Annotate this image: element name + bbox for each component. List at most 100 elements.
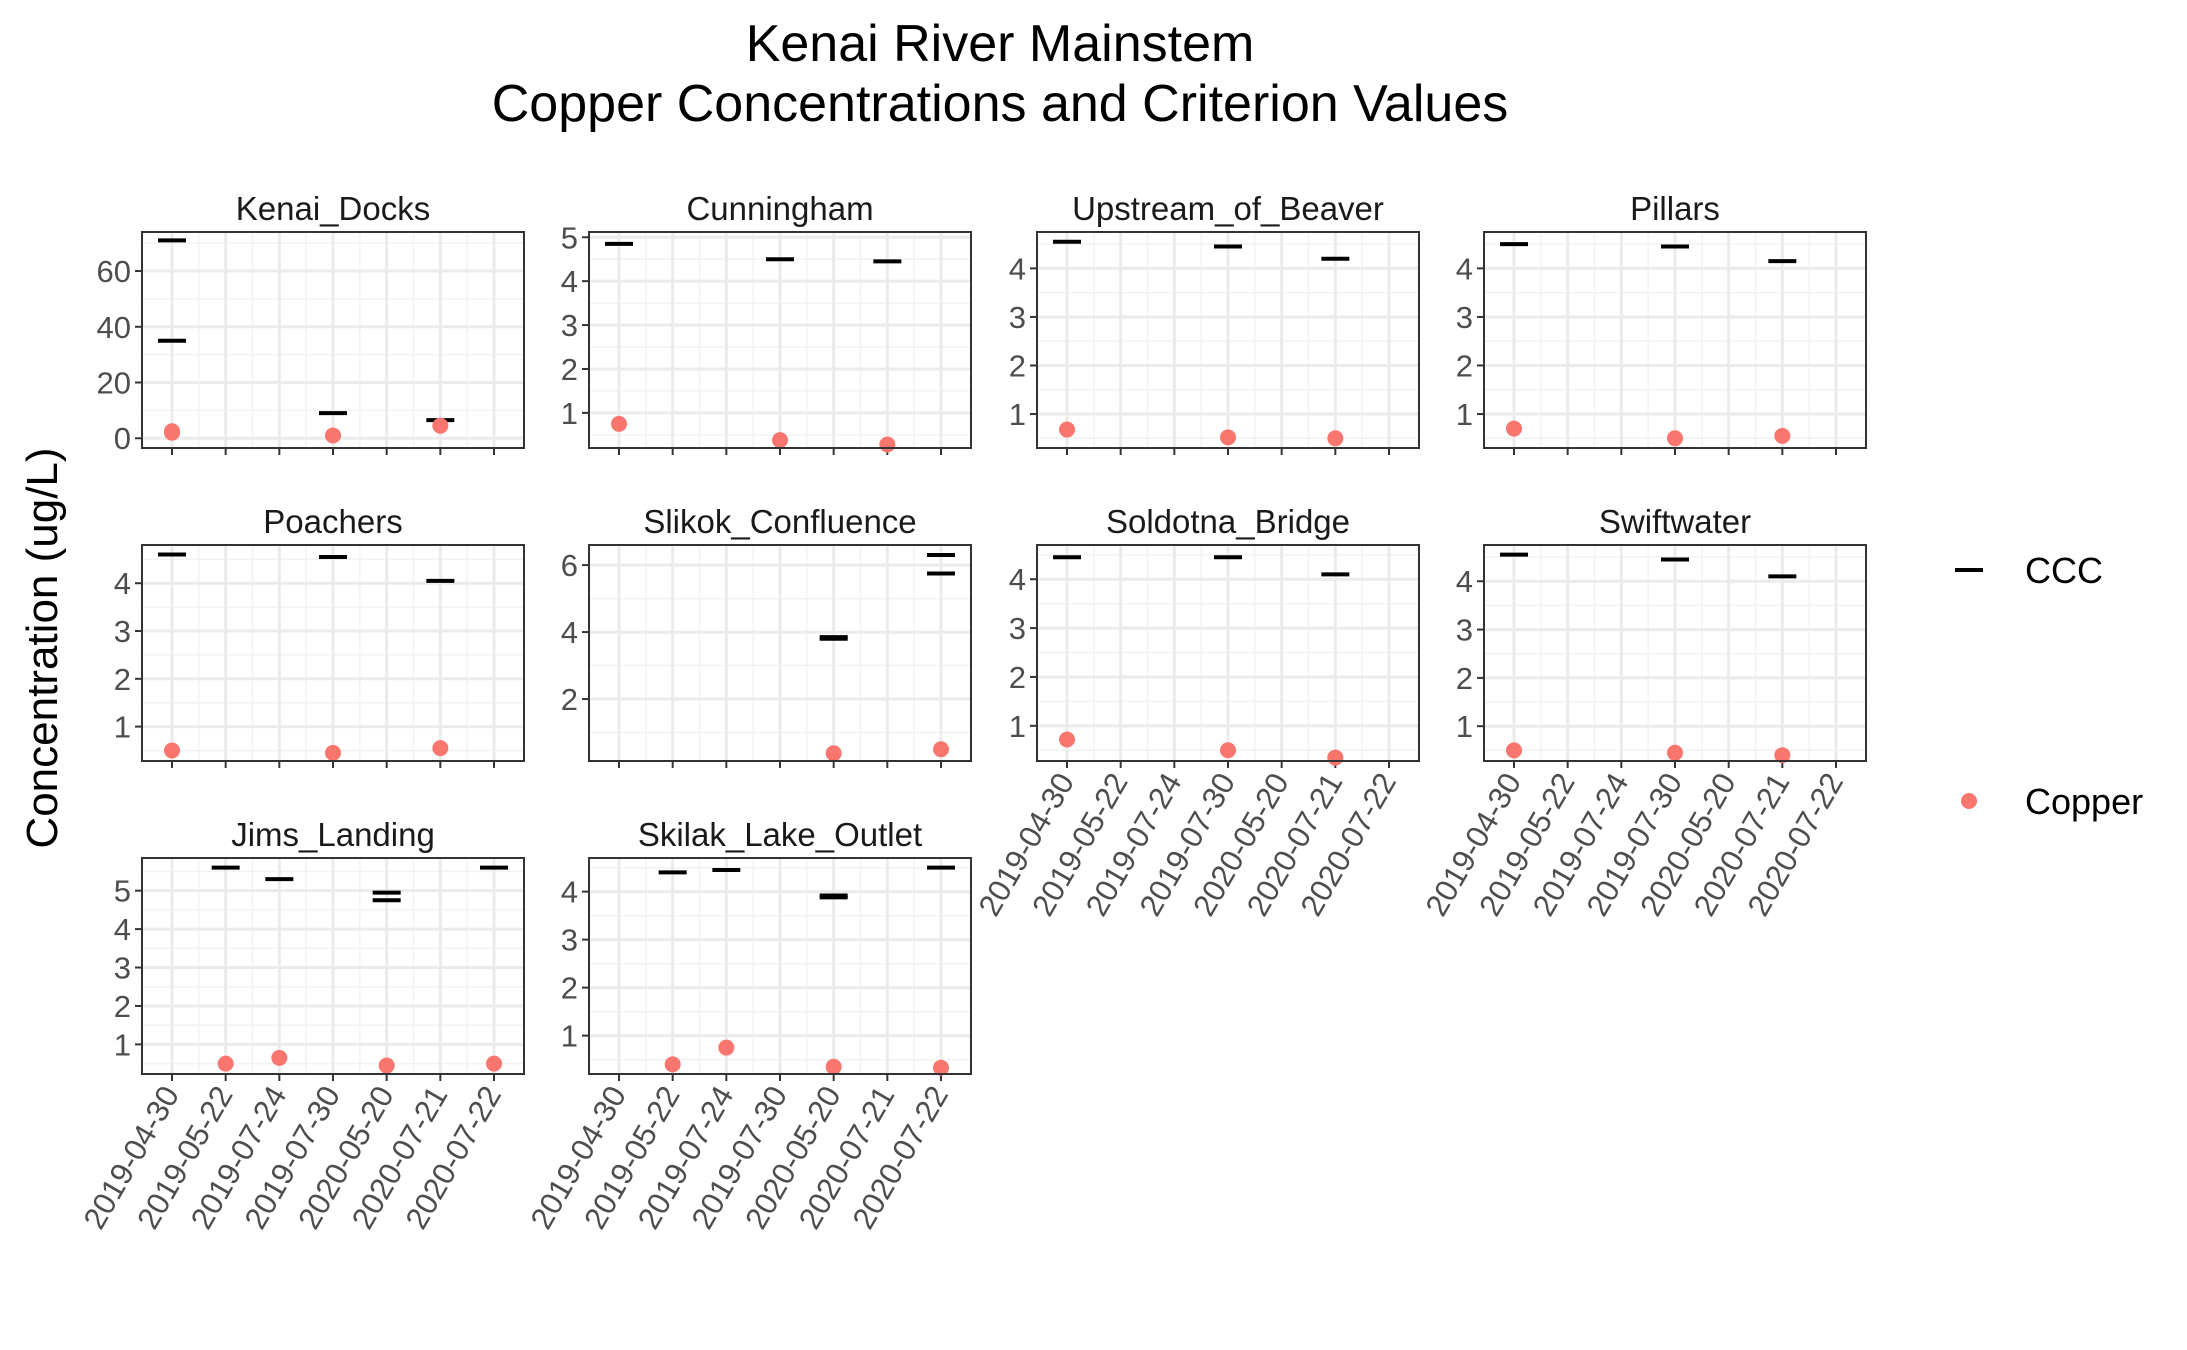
y-tick-label: 3 (1009, 300, 1026, 335)
copper-point (271, 1049, 288, 1066)
y-tick-label: 1 (114, 710, 131, 745)
y-tick-label: 4 (1009, 562, 1026, 597)
y-tick-label: 1 (561, 1019, 578, 1054)
y-tick-label: 20 (97, 366, 131, 401)
y-tick-label: 4 (561, 264, 578, 299)
y-tick-label: 3 (561, 923, 578, 958)
copper-point (933, 741, 949, 758)
facet-jims-landing: Jims_Landing123452019-04-302019-05-22201… (76, 816, 525, 1235)
facet-slikok-confluence: Slikok_Confluence 2 4 6 (561, 503, 972, 768)
copper-point (164, 742, 180, 759)
facet-title: Soldotna_Bridge (1106, 503, 1350, 540)
facet-title: Upstream_of_Beaver (1072, 190, 1384, 227)
panel-border (1036, 231, 1420, 449)
facet-panels: Kenai_Docks0204060Cunningham12345Upstrea… (76, 190, 1867, 1235)
copper-point (1667, 430, 1683, 447)
copper-point (1327, 430, 1344, 447)
y-tick-label: 5 (114, 874, 131, 909)
facet-cunningham: Cunningham 1 2 3 4 5 (561, 190, 972, 455)
y-tick-label: 2 (114, 662, 131, 697)
y-axis-title: Concentration (ug/L) (18, 447, 67, 848)
facet-title: Poachers (263, 503, 402, 540)
y-tick-label: 6 (561, 548, 578, 583)
y-tick-label: 2 (561, 682, 578, 717)
facet-pillars: Pillars 1 2 3 4 (1456, 190, 1867, 455)
panel-border (1483, 231, 1867, 449)
y-tick-label: 1 (1009, 709, 1026, 744)
copper-point (1506, 742, 1522, 759)
facet-title: Swiftwater (1599, 503, 1751, 540)
y-tick-label: 2 (1456, 348, 1473, 383)
y-tick-label: 2 (561, 971, 578, 1006)
y-tick-label: 1 (1009, 397, 1026, 432)
copper-point (1667, 744, 1683, 761)
copper-point (432, 417, 449, 434)
facet-title: Jims_Landing (231, 816, 435, 853)
y-tick-label: 4 (561, 875, 578, 910)
panel-border (141, 857, 525, 1075)
copper-point (1220, 742, 1236, 759)
panel-border (1483, 544, 1867, 762)
copper-point (718, 1039, 735, 1056)
legend-ccc-label: CCC (2025, 550, 2103, 591)
facet-skilak-lake-outlet: Skilak_Lake_Outlet12342019-04-302019-05-… (523, 816, 972, 1235)
copper-point (325, 744, 341, 761)
facet-upstream-of-beaver: Upstream_of_Beaver 1 2 3 4 (1009, 190, 1420, 455)
y-tick-label: 2 (1456, 661, 1473, 696)
copper-point (1774, 427, 1791, 444)
copper-point (772, 432, 788, 449)
copper-point (1220, 429, 1236, 446)
panel-border (588, 231, 972, 449)
copper-point (879, 436, 896, 453)
legend-copper-label: Copper (2025, 781, 2143, 822)
copper-point (217, 1055, 234, 1072)
facet-swiftwater: Swiftwater12342019-04-302019-05-222019-0… (1418, 503, 1867, 922)
panel-border (141, 231, 525, 449)
facet-poachers: Poachers 1 2 3 4 (114, 503, 525, 768)
chart-title: Kenai River Mainstem (746, 15, 1255, 73)
facet-title: Pillars (1630, 190, 1720, 227)
y-tick-label: 60 (97, 254, 131, 289)
facet-title: Slikok_Confluence (643, 503, 916, 540)
y-tick-label: 1 (1456, 709, 1473, 744)
facet-title: Kenai_Docks (236, 190, 430, 227)
copper-point (1059, 421, 1075, 438)
copper-point (825, 745, 842, 762)
y-tick-label: 2 (1009, 348, 1026, 383)
y-tick-label: 3 (1009, 611, 1026, 646)
copper-point (164, 424, 180, 441)
y-tick-label: 2 (114, 989, 131, 1024)
y-tick-label: 40 (97, 310, 131, 345)
y-tick-label: 3 (114, 951, 131, 986)
panel-border (141, 544, 525, 762)
facet-title: Skilak_Lake_Outlet (638, 816, 922, 853)
facet-title: Cunningham (686, 190, 873, 227)
y-tick-label: 2 (561, 352, 578, 387)
legend-copper-key (1961, 793, 1977, 809)
copper-point (611, 415, 627, 432)
copper-point (933, 1059, 949, 1076)
chart-subtitle: Copper Concentrations and Criterion Valu… (492, 75, 1509, 133)
y-tick-label: 3 (1456, 613, 1473, 648)
copper-point (378, 1057, 395, 1074)
copper-point (432, 740, 449, 757)
facet-soldotna-bridge: Soldotna_Bridge12342019-04-302019-05-222… (971, 503, 1420, 922)
copper-point (325, 427, 341, 444)
y-tick-label: 3 (561, 308, 578, 343)
panel-border (588, 544, 972, 762)
y-tick-label: 3 (114, 614, 131, 649)
copper-point (1774, 747, 1791, 764)
copper-point (486, 1055, 502, 1072)
y-tick-label: 4 (561, 615, 578, 650)
panel-border (1036, 544, 1420, 762)
copper-point (664, 1056, 681, 1073)
y-tick-label: 4 (1456, 564, 1473, 599)
facet-kenai-docks: Kenai_Docks 0 20 40 60 (97, 190, 525, 456)
y-tick-label: 3 (1456, 300, 1473, 335)
y-tick-label: 0 (114, 421, 131, 456)
y-tick-label: 1 (561, 396, 578, 431)
copper-point (1327, 749, 1344, 766)
y-tick-label: 2 (1009, 660, 1026, 695)
